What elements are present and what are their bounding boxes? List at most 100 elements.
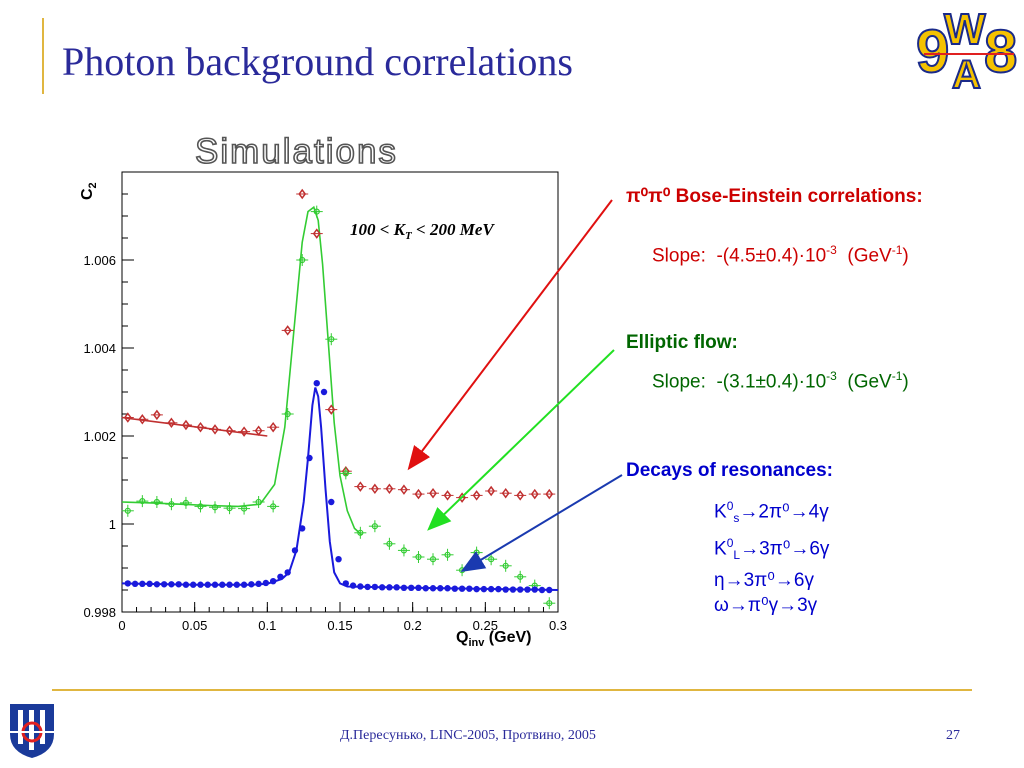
point-series-0-11	[281, 325, 294, 336]
point-series-1-1	[136, 495, 149, 508]
page-number: 27	[946, 728, 960, 743]
x-tick-label-3: 0.15	[327, 618, 352, 633]
point-series-2-57	[538, 586, 546, 594]
institute-logo	[8, 704, 56, 758]
point-series-2-27	[320, 388, 328, 396]
point-series-0-20	[412, 488, 425, 500]
point-series-0-5	[194, 421, 207, 433]
x-tick-label-6: 0.3	[549, 618, 567, 633]
point-series-2-36	[386, 584, 393, 591]
point-series-2-0	[124, 580, 132, 587]
point-series-1-8	[238, 502, 251, 515]
point-series-2-10	[197, 581, 204, 588]
point-series-1-22	[441, 548, 454, 561]
x-tick-label-4: 0.2	[404, 618, 422, 633]
elliptic-heading: Elliptic flow:	[626, 332, 738, 353]
y-axis-label-sub: 2	[87, 182, 99, 188]
point-series-2-41	[422, 585, 429, 592]
point-series-2-43	[437, 585, 444, 592]
point-series-1-18	[383, 537, 396, 550]
decay-2-sub: L	[733, 548, 741, 563]
point-series-2-40	[415, 584, 422, 591]
bose-unit: (GeV	[847, 245, 892, 267]
svg-text:8: 8	[984, 18, 1017, 85]
point-series-2-2	[139, 580, 146, 588]
decay-1-pre: K	[714, 501, 727, 523]
point-series-2-22	[284, 569, 291, 576]
point-series-2-47	[466, 585, 473, 592]
x-axis-label-unit: (GeV)	[484, 629, 531, 646]
point-series-2-13	[219, 581, 226, 588]
point-series-2-38	[400, 584, 408, 591]
point-series-1-10	[267, 500, 280, 513]
point-series-1-12	[296, 254, 309, 266]
point-series-2-21	[277, 573, 284, 580]
point-series-2-24	[299, 525, 306, 532]
point-series-2-8	[182, 581, 190, 588]
point-series-2-30	[342, 580, 350, 587]
point-series-2-35	[378, 584, 386, 591]
point-series-2-49	[480, 585, 488, 593]
arrow-decays	[460, 474, 623, 573]
bose-heading: π⁰π⁰ Bose-Einstein correlations:	[626, 185, 923, 208]
decays-heading: Decays of resonances:	[626, 460, 833, 481]
correlation-chart: 0 0.05 0.1 0.15 0.2 0.25 0.3 0.998 1 1.002 1.004 1.…	[79, 171, 567, 649]
point-series-2-11	[204, 581, 211, 588]
point-series-1-7	[223, 502, 236, 515]
x-tick-label-1: 0.05	[182, 618, 207, 633]
point-series-1-9	[252, 496, 265, 508]
slide-title: Photon background correlations	[62, 39, 573, 84]
elliptic-unit-exp: -1	[891, 369, 903, 383]
point-series-2-25	[306, 454, 313, 462]
decay-2-pre: K	[714, 538, 727, 560]
decay-3-pre: η	[714, 570, 725, 592]
decay-2-rest: →3π⁰→6γ	[740, 538, 830, 560]
point-series-0-25	[485, 485, 498, 497]
point-series-0-8	[238, 426, 251, 437]
point-series-0-13	[310, 228, 323, 239]
point-series-1-16	[354, 526, 367, 539]
point-series-2-20	[269, 578, 277, 585]
decay-4-pre: ω	[714, 595, 729, 617]
wa98-logo: 9 8 W A	[915, 4, 1018, 90]
point-series-0-21	[427, 487, 440, 499]
chart-annotation: 100 < KT < 200 MeV	[350, 220, 495, 242]
point-series-0-6	[209, 424, 222, 435]
point-series-2-18	[255, 580, 262, 588]
point-series-0-10	[267, 421, 280, 433]
annotation-text: 100 < K	[350, 220, 407, 239]
bose-slope-exp: -3	[826, 243, 837, 257]
y-axis-label: C2	[79, 182, 99, 200]
decay-line-3: η→3π⁰→6γ	[714, 568, 829, 593]
x-axis-label-sub: inv	[468, 637, 485, 649]
y-tick-label-1: 1	[109, 517, 116, 532]
elliptic-unit: (GeV	[847, 371, 892, 393]
decay-3-rest: →3π⁰→6γ	[724, 570, 814, 592]
decay-line-4: ω→π⁰γ→3γ	[714, 593, 829, 618]
point-series-2-7	[175, 581, 182, 588]
point-series-0-18	[383, 483, 396, 495]
point-series-1-25	[485, 553, 498, 566]
point-series-2-16	[240, 581, 248, 588]
point-series-2-45	[451, 585, 459, 592]
arrow-bose	[407, 199, 613, 471]
point-series-2-12	[211, 581, 219, 588]
point-series-0-0	[121, 412, 134, 423]
point-series-2-54	[517, 586, 524, 593]
point-series-2-33	[364, 583, 371, 591]
point-series-1-15	[339, 467, 352, 480]
bose-slope-value: -(4.5±0.4)·10	[716, 245, 827, 267]
elliptic-unit-close: )	[902, 371, 909, 393]
decay-1-rest: →2π⁰→4γ	[739, 501, 829, 523]
point-series-2-52	[502, 586, 509, 593]
decay-2-sup: 0	[726, 536, 734, 551]
point-series-1-0	[121, 504, 134, 517]
point-series-1-4	[179, 496, 192, 509]
decay-1-sup: 0	[726, 499, 734, 513]
bose-unit-close: )	[902, 245, 909, 267]
x-tick-label-2: 0.1	[258, 618, 276, 633]
point-series-2-56	[531, 586, 538, 593]
y-tick-label-2: 1.002	[83, 429, 116, 444]
footer-line	[52, 689, 972, 691]
point-series-2-9	[190, 581, 197, 588]
